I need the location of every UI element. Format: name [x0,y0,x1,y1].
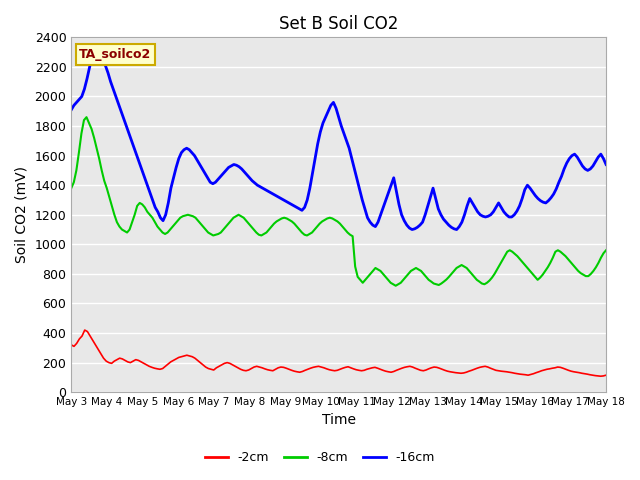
X-axis label: Time: Time [322,413,356,427]
Y-axis label: Soil CO2 (mV): Soil CO2 (mV) [15,166,29,263]
Text: TA_soilco2: TA_soilco2 [79,48,152,61]
Title: Set B Soil CO2: Set B Soil CO2 [279,15,398,33]
Legend: -2cm, -8cm, -16cm: -2cm, -8cm, -16cm [200,446,440,469]
